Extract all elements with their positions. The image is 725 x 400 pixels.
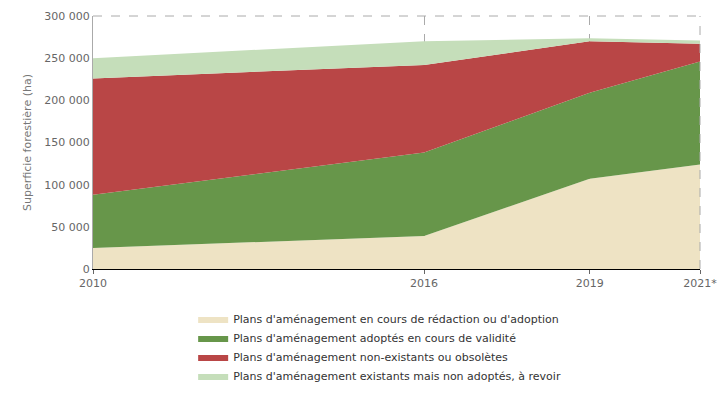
svg-text:300 000: 300 000 bbox=[44, 10, 90, 23]
svg-text:2021*: 2021* bbox=[683, 277, 717, 290]
svg-text:0: 0 bbox=[83, 263, 90, 276]
svg-text:100 000: 100 000 bbox=[44, 179, 90, 192]
svg-text:250 000: 250 000 bbox=[44, 52, 90, 65]
svg-text:Plans d'aménagement adoptés en: Plans d'aménagement adoptés en cours de … bbox=[233, 332, 516, 345]
svg-text:2016: 2016 bbox=[410, 277, 438, 290]
svg-text:2019: 2019 bbox=[576, 277, 604, 290]
svg-text:Plans d'aménagement en cours d: Plans d'aménagement en cours de rédactio… bbox=[233, 313, 559, 326]
svg-text:Plans d'aménagement existants: Plans d'aménagement existants mais non a… bbox=[233, 370, 561, 383]
svg-text:Plans d'aménagement non-exista: Plans d'aménagement non-existants ou obs… bbox=[233, 351, 508, 364]
svg-text:Superficie forestière (ha): Superficie forestière (ha) bbox=[21, 74, 34, 211]
svg-text:50 000: 50 000 bbox=[51, 221, 90, 234]
svg-text:150 000: 150 000 bbox=[44, 136, 90, 149]
svg-text:200 000: 200 000 bbox=[44, 94, 90, 107]
svg-text:2010: 2010 bbox=[79, 277, 107, 290]
